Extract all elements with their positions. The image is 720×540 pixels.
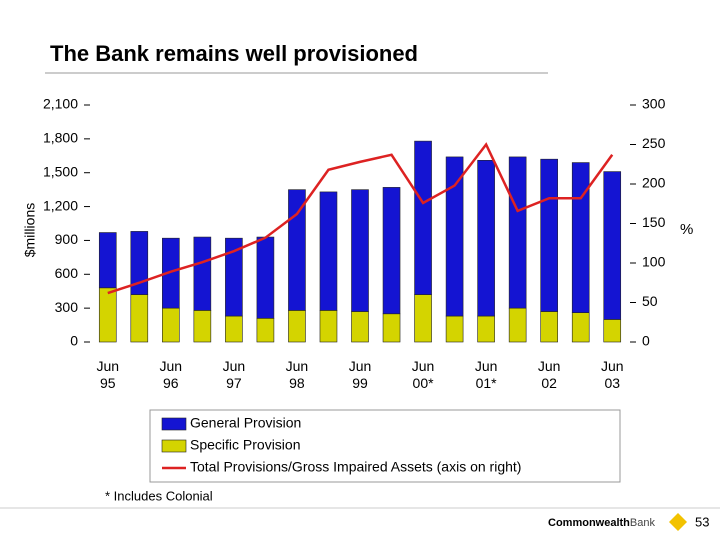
- x-tick-label: Jun 95: [96, 358, 120, 391]
- x-tick-label: Jun 00*: [411, 358, 435, 391]
- y2-tick-label: 200: [642, 175, 666, 191]
- bar-segment: [414, 294, 432, 343]
- bar-segment: [445, 156, 464, 317]
- bar-segment: [130, 294, 149, 343]
- y2-tick-label: 50: [642, 293, 658, 309]
- bar-segment: [571, 162, 590, 313]
- legend-label: General Provision: [190, 415, 301, 431]
- bar-segment: [319, 191, 338, 311]
- bar-segment: [445, 315, 464, 343]
- bar-segment: [256, 236, 275, 319]
- bar-segment: [193, 236, 212, 311]
- bar-segment: [603, 319, 622, 343]
- legend-label: Total Provisions/Gross Impaired Assets (…: [190, 459, 521, 475]
- x-tick-label: Jun 03: [600, 358, 624, 391]
- y2-tick-label: 150: [642, 214, 666, 230]
- bar-segment: [382, 313, 401, 343]
- bar-segment: [98, 287, 117, 343]
- y-axis-label: $millions: [22, 203, 38, 257]
- bar-segment: [540, 158, 558, 312]
- y-tick-label: 2,100: [43, 96, 78, 112]
- bar-segment: [225, 315, 243, 343]
- chart-title: The Bank remains well provisioned: [50, 41, 418, 66]
- bar-segment: [225, 237, 243, 317]
- x-tick-label: Jun 97: [222, 358, 246, 391]
- y2-tick-label: 300: [642, 96, 666, 112]
- bar-segment: [603, 171, 622, 320]
- logo-diamond: [669, 513, 687, 531]
- line-series: [107, 142, 614, 295]
- y2-tick-label: 0: [642, 333, 650, 349]
- y2-tick-label: 100: [642, 254, 666, 270]
- bar-segment: [351, 189, 369, 312]
- bar-segment: [288, 310, 306, 343]
- bar-segment: [193, 310, 212, 343]
- y-tick-label: 600: [55, 265, 79, 281]
- legend-swatch: [161, 439, 187, 453]
- bar-segment: [414, 140, 432, 295]
- logo-bold: Commonwealth: [548, 517, 630, 529]
- bar-segment: [162, 307, 180, 343]
- bar-segment: [130, 231, 149, 295]
- y2-axis-label: %: [680, 221, 693, 238]
- y-tick-label: 0: [70, 333, 78, 349]
- bar-segment: [319, 310, 338, 343]
- bar-segment: [540, 311, 558, 343]
- bar-segment: [98, 232, 117, 289]
- bar-segment: [477, 160, 495, 317]
- legend-box: [149, 409, 621, 483]
- bar-segment: [288, 189, 306, 311]
- x-tick-label: Jun 01*: [474, 358, 498, 391]
- y-tick-label: 1,500: [43, 163, 78, 179]
- x-tick-label: Jun 02: [537, 358, 561, 391]
- bar-segment: [256, 317, 275, 343]
- y-tick-label: 900: [55, 231, 79, 247]
- bar-segment: [508, 307, 527, 343]
- x-tick-label: Jun 99: [348, 358, 372, 391]
- y-tick-label: 300: [55, 299, 79, 315]
- x-tick-label: Jun 96: [159, 358, 183, 391]
- y2-tick-label: 250: [642, 135, 666, 151]
- bar-segment: [477, 315, 495, 343]
- legend-swatch: [161, 417, 187, 431]
- bar-segment: [508, 156, 527, 309]
- bar-segment: [382, 187, 401, 315]
- page-number: 53: [695, 514, 709, 529]
- y-tick-label: 1,200: [43, 197, 78, 213]
- legend-label: Specific Provision: [190, 437, 301, 453]
- bar-segment: [351, 311, 369, 343]
- x-tick-label: Jun 98: [285, 358, 309, 391]
- y-tick-label: 1,800: [43, 130, 78, 146]
- bar-segment: [571, 312, 590, 343]
- bar-segment: [162, 237, 180, 309]
- logo-text: CommonwealthBank: [548, 517, 655, 529]
- footnote: * Includes Colonial: [105, 488, 213, 503]
- logo-light: Bank: [630, 517, 656, 529]
